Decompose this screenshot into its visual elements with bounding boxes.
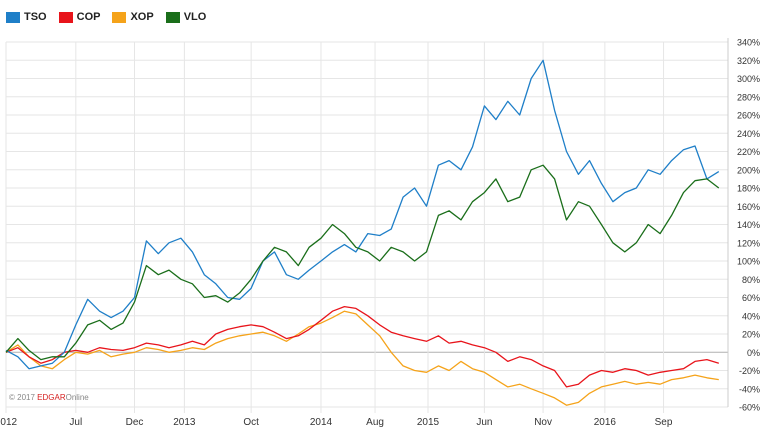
series-line-cop[interactable]: [5, 305, 719, 388]
y-tick-label: 340%: [737, 38, 760, 48]
x-axis: 2012 Jul Dec 2013 Oct 2014 Aug 2015 Jun Nov 2016 Se…: [0, 417, 673, 428]
y-tick-label: -20%: [739, 366, 760, 376]
legend-item-cop[interactable]: COP: [58, 11, 101, 23]
y-tick-label: 0%: [747, 348, 760, 358]
x-tick-label: Aug: [366, 417, 384, 428]
x-tick-label: Oct: [243, 417, 259, 428]
legend-label-xop: XOP: [130, 11, 154, 23]
x-tick-label: Dec: [126, 417, 144, 428]
y-tick-label: 140%: [737, 220, 760, 230]
watermark-suffix: Online: [66, 393, 90, 402]
y-tick-label: 200%: [737, 165, 760, 175]
watermark-brand: EDGAR: [37, 393, 66, 402]
series-line-xop[interactable]: [5, 310, 719, 406]
y-tick-label: 100%: [737, 257, 760, 267]
y-tick-label: 300%: [737, 74, 760, 84]
y-axis: -60% -40% -20% 0% 20% 40% 60% 80% 100% 120% 140% 16…: [737, 38, 760, 413]
x-tick-label: 2016: [594, 417, 617, 428]
legend-swatch-cop: [58, 11, 73, 23]
y-tick-label: 40%: [742, 311, 760, 321]
y-tick-label: 260%: [737, 111, 760, 121]
x-tick-label: Jun: [476, 417, 492, 428]
legend-swatch-tso: [6, 11, 20, 23]
legend-swatch-vlo: [165, 11, 180, 23]
y-tick-label: 160%: [737, 202, 760, 212]
grid-lines: [5, 38, 729, 413]
legend-item-tso[interactable]: TSO: [6, 11, 47, 23]
legend-label-cop: COP: [76, 11, 101, 23]
series-line-vlo[interactable]: [5, 164, 720, 361]
y-tick-label: 240%: [737, 129, 760, 139]
legend-item-xop[interactable]: XOP: [112, 11, 154, 23]
x-tick-label: 2015: [417, 417, 440, 428]
y-tick-label: 320%: [737, 56, 760, 66]
y-tick-label: 180%: [737, 184, 760, 194]
watermark-prefix: © 2017: [9, 393, 37, 402]
y-tick-label: -40%: [739, 384, 760, 394]
x-tick-label: 2013: [173, 417, 196, 428]
x-tick-label: 2012: [0, 417, 18, 428]
y-tick-label: 120%: [737, 238, 760, 248]
series-line-tso[interactable]: [5, 59, 720, 370]
legend-swatch-xop: [112, 11, 127, 23]
watermark: © 2017 EDGAROnline: [9, 393, 89, 402]
legend-item-vlo[interactable]: VLO: [165, 11, 207, 23]
y-tick-label: 20%: [742, 330, 760, 340]
x-tick-label: Sep: [655, 417, 673, 428]
x-tick-label: Nov: [534, 417, 552, 428]
y-tick-label: -60%: [739, 403, 760, 413]
series-lines: [5, 59, 720, 406]
y-tick-label: 220%: [737, 147, 760, 157]
chart-legend: TSO COP XOP VLO: [6, 10, 206, 24]
legend-label-tso: TSO: [24, 11, 47, 23]
legend-label-vlo: VLO: [183, 11, 207, 23]
y-tick-label: 60%: [742, 293, 760, 303]
x-tick-label: 2014: [310, 417, 333, 428]
y-tick-label: 280%: [737, 92, 760, 102]
x-tick-label: Jul: [69, 417, 82, 428]
y-tick-label: 80%: [742, 275, 760, 285]
